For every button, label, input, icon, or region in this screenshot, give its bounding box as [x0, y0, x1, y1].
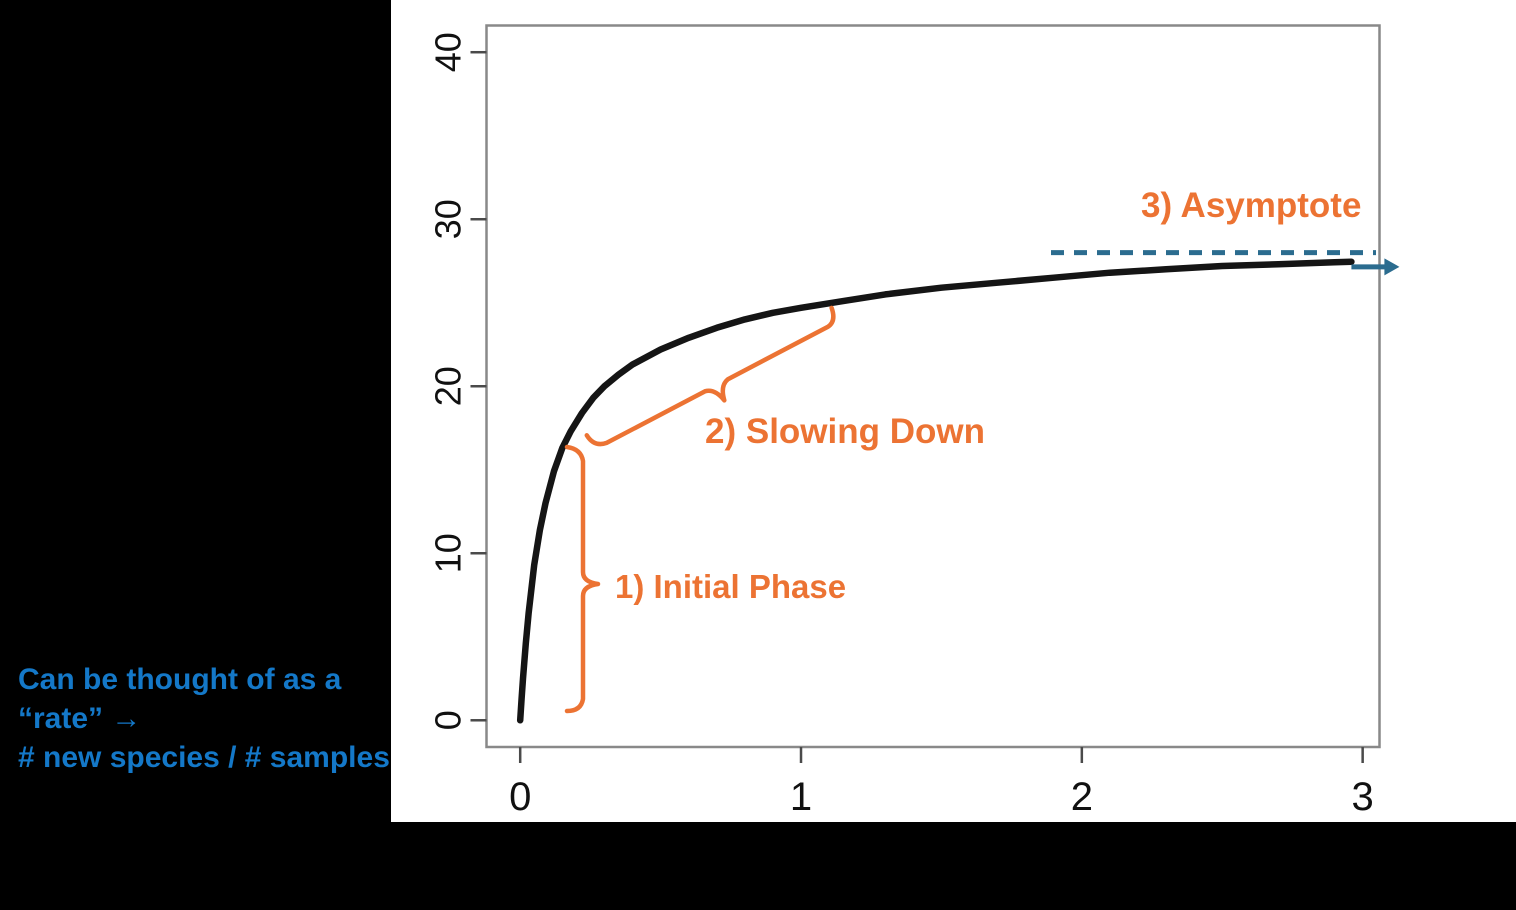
axis-ticks: 0 10 20 30 40 0 1 2 3	[428, 32, 1374, 819]
x-tick-label: 2	[1071, 775, 1093, 819]
rate-note-line: Can be thought of as a	[18, 663, 342, 696]
annotation-asymptote: 3) Asymptote	[1141, 186, 1362, 225]
annotation-initial-phase: 1) Initial Phase	[615, 568, 847, 605]
rate-note-line: # new species / # samples	[18, 741, 390, 774]
annotation-slowing-down: 2) Slowing Down	[705, 412, 985, 451]
rate-note-line: “rate” →	[18, 702, 142, 735]
rate-note: Can be thought of as a “rate” → # new sp…	[18, 660, 398, 777]
y-tick-label: 40	[428, 32, 469, 72]
x-tick-label: 1	[790, 775, 812, 819]
species-accumulation-curve	[516, 258, 1355, 724]
curve-layer	[516, 258, 1355, 724]
x-tick-label: 3	[1352, 775, 1374, 819]
plot-panel	[391, 0, 1516, 822]
y-tick-label: 30	[428, 199, 469, 239]
asymptote-indicator	[1051, 250, 1400, 276]
asymptote-arrow-head	[1384, 258, 1400, 276]
y-tick-label: 20	[428, 366, 469, 406]
y-tick-label: 0	[428, 710, 469, 730]
y-tick-label: 10	[428, 533, 469, 573]
x-tick-label: 0	[509, 775, 531, 819]
slowing-down-brace	[584, 305, 836, 447]
initial-phase-brace	[564, 444, 601, 714]
plot-border	[485, 24, 1381, 749]
